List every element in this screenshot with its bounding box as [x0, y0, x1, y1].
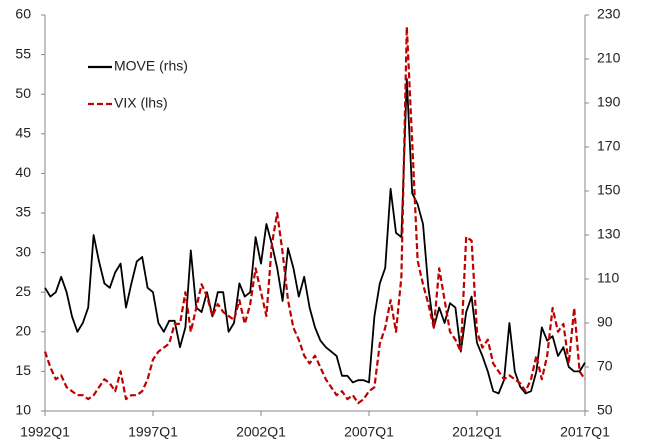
x-tick-label: 2007Q1	[344, 424, 394, 440]
y-tick-label: 25	[15, 283, 31, 299]
y2-tick-label: 150	[597, 182, 621, 198]
y-tick-label: 35	[15, 204, 31, 220]
legend-label: VIX (lhs)	[114, 95, 168, 111]
y2-tick-label: 130	[597, 226, 621, 242]
series-line	[43, 25, 586, 405]
y2-tick-label: 190	[597, 94, 621, 110]
y-tick-label: 20	[15, 323, 31, 339]
y-tick-label: 60	[15, 6, 31, 22]
y-tick-label: 55	[15, 45, 31, 61]
y-tick-label: 45	[15, 125, 31, 141]
x-tick-label: 2002Q1	[236, 424, 286, 440]
y-tick-label: 10	[15, 402, 31, 418]
x-tick-label: 2017Q1	[560, 424, 610, 440]
series-line	[44, 77, 586, 395]
y-tick-label: 50	[15, 85, 31, 101]
y-tick-label: 40	[15, 164, 31, 180]
y2-tick-label: 210	[597, 50, 621, 66]
y2-tick-label: 230	[597, 6, 621, 22]
legend-label: MOVE (rhs)	[114, 58, 188, 74]
y2-tick-label: 70	[597, 358, 613, 374]
y-tick-label: 15	[15, 362, 31, 378]
y2-tick-label: 50	[597, 402, 613, 418]
x-tick-label: 1997Q1	[128, 424, 178, 440]
y-tick-label: 30	[15, 243, 31, 259]
y2-tick-label: 110	[597, 270, 620, 286]
y2-tick-label: 90	[597, 314, 613, 330]
x-tick-label: 2012Q1	[452, 424, 502, 440]
y2-tick-label: 170	[597, 138, 621, 154]
x-tick-label: 1992Q1	[20, 424, 70, 440]
